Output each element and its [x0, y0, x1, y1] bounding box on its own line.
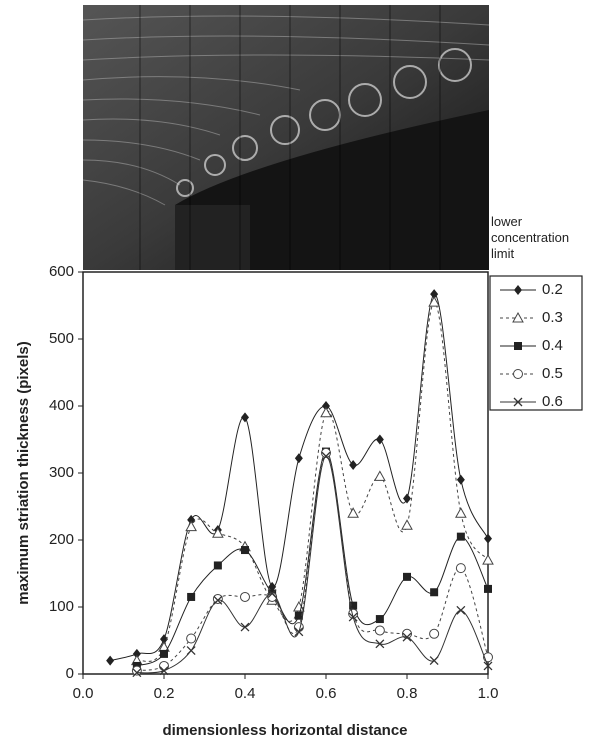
data-point	[430, 289, 439, 300]
data-point	[321, 451, 331, 461]
y-tick-label: 300	[49, 464, 74, 481]
legend-label: 0.4	[542, 337, 563, 354]
data-point	[349, 459, 358, 470]
x-tick-label: 0.2	[154, 685, 175, 702]
legend-title: lower concentration limit	[491, 214, 570, 261]
y-tick-label: 0	[66, 665, 74, 682]
y-tick-label: 500	[49, 330, 74, 347]
data-point	[268, 581, 277, 592]
data-point	[267, 589, 277, 599]
data-point	[132, 648, 141, 659]
data-point	[455, 507, 467, 518]
data-point	[484, 533, 492, 544]
series-line	[136, 455, 489, 674]
y-tick-label: 400	[49, 397, 74, 414]
legend-label: 0.5	[542, 365, 563, 382]
data-point	[455, 563, 466, 574]
legend-marker	[514, 285, 522, 295]
data-point	[241, 412, 249, 423]
legend-label: 0.2	[542, 281, 563, 298]
data-point	[429, 628, 440, 639]
data-point	[160, 634, 168, 645]
data-point	[456, 474, 465, 485]
data-point	[349, 601, 358, 610]
data-point	[403, 493, 411, 504]
data-point	[375, 639, 385, 649]
y-tick-label: 600	[49, 263, 74, 280]
data-point	[375, 434, 384, 445]
data-point	[320, 406, 332, 418]
data-point	[293, 622, 304, 633]
data-point	[131, 665, 142, 676]
data-point	[240, 622, 250, 632]
data-point	[322, 401, 330, 411]
data-point	[321, 447, 331, 458]
data-point	[187, 592, 196, 601]
flow-photo	[82, 5, 490, 270]
data-point	[212, 527, 224, 538]
x-tick-label: 1.0	[478, 685, 499, 702]
legend-label: 0.6	[542, 393, 563, 410]
legend-box	[489, 275, 583, 411]
x-tick-label: 0.6	[316, 685, 337, 702]
legend-label: 0.3	[542, 309, 563, 326]
data-point	[401, 519, 413, 530]
data-point	[159, 666, 169, 676]
series-line	[136, 301, 489, 662]
data-point	[428, 296, 440, 307]
data-point	[294, 627, 304, 637]
data-point	[456, 605, 466, 615]
data-point	[213, 561, 222, 570]
y-tick-label: 200	[49, 531, 74, 548]
data-point	[374, 470, 386, 481]
series-line	[136, 452, 489, 672]
data-point	[294, 611, 303, 620]
x-tick-label: 0.0	[73, 685, 94, 702]
data-point	[186, 633, 197, 644]
x-tick-label: 0.4	[235, 685, 256, 702]
data-point	[403, 572, 411, 581]
data-point	[484, 584, 492, 593]
legend-marker	[513, 397, 523, 407]
data-point	[347, 507, 359, 518]
data-point	[240, 591, 250, 602]
data-point	[185, 520, 197, 532]
data-point	[402, 628, 412, 639]
x-tick-label: 0.8	[397, 685, 418, 702]
data-point	[106, 655, 115, 666]
data-point	[430, 588, 439, 597]
x-axis-title: dimensionless horizontal distance	[162, 722, 407, 739]
data-point	[213, 595, 223, 605]
data-point	[294, 453, 303, 464]
data-point	[375, 615, 384, 624]
data-point	[374, 625, 385, 636]
data-point	[429, 656, 439, 666]
data-point	[241, 546, 249, 555]
data-point	[348, 612, 358, 622]
data-point	[186, 646, 196, 656]
legend-marker	[514, 342, 522, 350]
data-point	[132, 668, 142, 678]
data-point	[482, 554, 494, 565]
y-axis-title: maximum striation thickness (pixels)	[15, 341, 32, 604]
legend-marker	[513, 369, 523, 379]
data-point	[212, 593, 223, 604]
legend-marker	[512, 311, 524, 323]
data-point	[456, 532, 465, 541]
data-point	[483, 661, 493, 671]
data-point	[160, 649, 168, 658]
y-tick-label: 100	[49, 598, 74, 615]
data-point	[402, 632, 412, 642]
